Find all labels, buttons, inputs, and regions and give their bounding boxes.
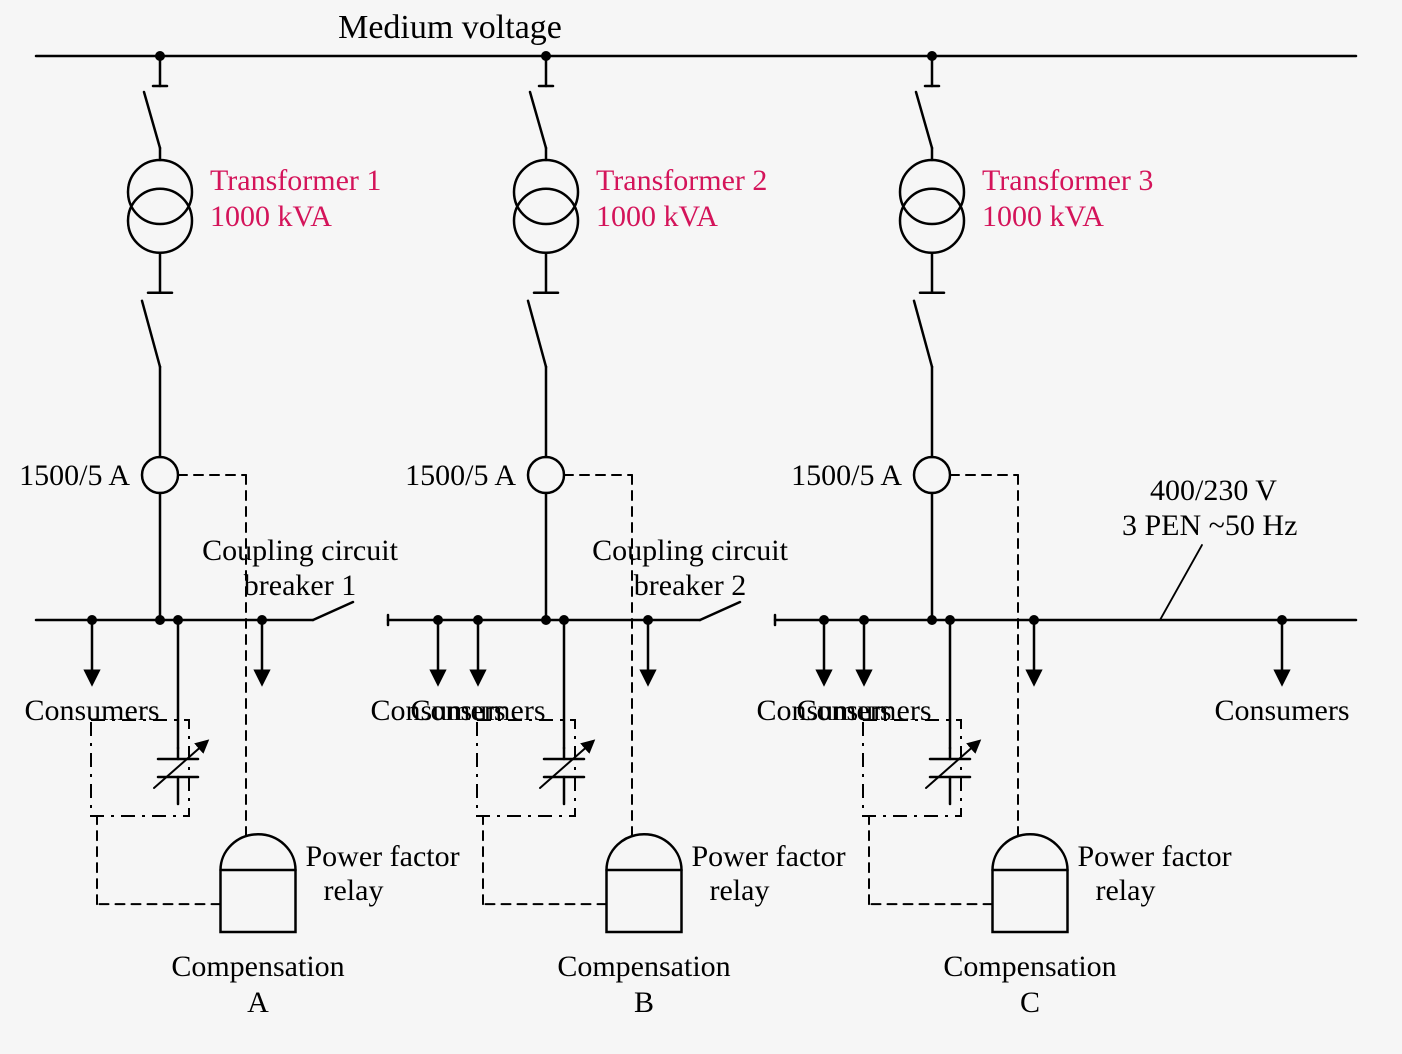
ct-icon bbox=[528, 457, 564, 493]
compensation-label: Compensation bbox=[171, 950, 344, 983]
diagram-layer: Medium voltageCoupling circuitbreaker 1C… bbox=[19, 9, 1356, 1019]
voltage-label-2: 3 PEN ~50 Hz bbox=[1122, 509, 1297, 542]
consumers-label: Consumers bbox=[1215, 694, 1350, 727]
relay-icon bbox=[607, 834, 682, 932]
bus-node bbox=[927, 615, 937, 625]
single-line-diagram: Medium voltageCoupling circuitbreaker 1C… bbox=[0, 0, 1402, 1054]
ct-label: 1500/5 A bbox=[791, 459, 902, 492]
mv-label: Medium voltage bbox=[338, 9, 562, 46]
ct-label: 1500/5 A bbox=[19, 459, 130, 492]
capacitor-enclosure bbox=[477, 720, 575, 816]
compensation-label: Compensation bbox=[943, 950, 1116, 983]
ct-label: 1500/5 A bbox=[405, 459, 516, 492]
ct-icon bbox=[142, 457, 178, 493]
transformer-label: Transformer 1 bbox=[210, 164, 381, 197]
transformer-icon bbox=[128, 160, 192, 224]
transformer-icon bbox=[514, 160, 578, 224]
ccb2-label-a: Coupling circuit bbox=[592, 534, 788, 567]
pfr-label-1: Power factor bbox=[1078, 840, 1232, 873]
pfr-label-2: relay bbox=[324, 874, 384, 907]
transformer-rating: 1000 kVA bbox=[210, 200, 332, 233]
transformer-rating: 1000 kVA bbox=[596, 200, 718, 233]
bus-node bbox=[155, 615, 165, 625]
transformer-label: Transformer 2 bbox=[596, 164, 767, 197]
transformer-rating: 1000 kVA bbox=[982, 200, 1104, 233]
voltage-label-1: 400/230 V bbox=[1150, 474, 1277, 507]
pfr-label-1: Power factor bbox=[306, 840, 460, 873]
transformer-label: Transformer 3 bbox=[982, 164, 1153, 197]
pfr-label-1: Power factor bbox=[692, 840, 846, 873]
compensation-id: B bbox=[634, 986, 654, 1019]
capacitor-enclosure bbox=[91, 720, 189, 816]
transformer-icon bbox=[900, 160, 964, 224]
pfr-label-2: relay bbox=[1096, 874, 1156, 907]
compensation-id: A bbox=[247, 986, 269, 1019]
bus-node bbox=[541, 615, 551, 625]
transformer-icon bbox=[514, 189, 578, 253]
ccb2-label-b: breaker 2 bbox=[634, 569, 746, 602]
ccb1-label-b: breaker 1 bbox=[244, 569, 356, 602]
transformer-icon bbox=[128, 189, 192, 253]
relay-icon bbox=[993, 834, 1068, 932]
capacitor-enclosure bbox=[863, 720, 961, 816]
ct-icon bbox=[914, 457, 950, 493]
transformer-icon bbox=[900, 189, 964, 253]
ccb1-label-a: Coupling circuit bbox=[202, 534, 398, 567]
compensation-id: C bbox=[1020, 986, 1040, 1019]
compensation-label: Compensation bbox=[557, 950, 730, 983]
pfr-label-2: relay bbox=[710, 874, 770, 907]
relay-icon bbox=[221, 834, 296, 932]
